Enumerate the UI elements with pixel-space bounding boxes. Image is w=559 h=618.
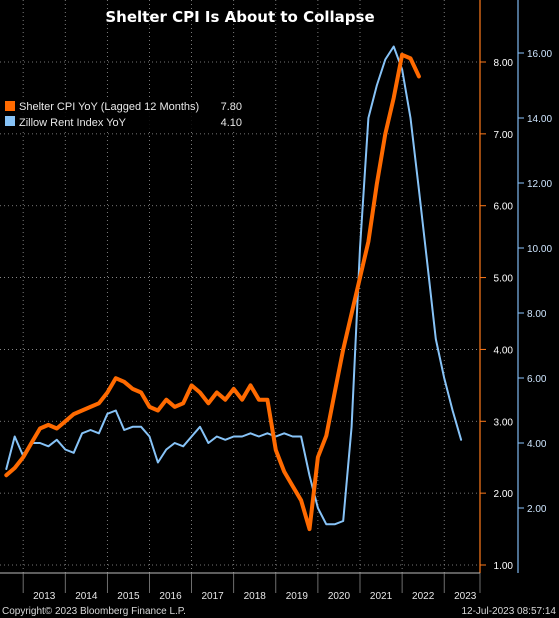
series-line-zillow-rent <box>5 45 463 526</box>
x-tick-label: 2021 <box>370 591 393 602</box>
x-tick-label: 2013 <box>33 591 56 602</box>
x-tick-label: 2014 <box>75 591 98 602</box>
x-tick-label: 2020 <box>328 591 351 602</box>
x-tick-label: 2015 <box>117 591 140 602</box>
right-tick-label: 2.00 <box>527 504 547 515</box>
right-tick-label: 14.00 <box>527 114 552 125</box>
series-line-shelter-cpi <box>4 52 421 532</box>
x-tick-label: 2016 <box>159 591 182 602</box>
gridlines <box>0 61 480 566</box>
x-tick-label: 2018 <box>244 591 267 602</box>
chart-title: Shelter CPI Is About to Collapse <box>105 8 374 26</box>
legend: Shelter CPI YoY (Lagged 12 Months) 7.80 … <box>2 98 246 130</box>
timestamp-footer: 12-Jul-2023 08:57:14 <box>461 606 556 617</box>
left-tick-label: 3.00 <box>494 417 514 428</box>
left-axis-ticks: 1.00 2.00 3.00 4.00 5.00 6.00 7.00 8.00 <box>480 58 513 572</box>
right-tick-label: 4.00 <box>527 439 547 450</box>
x-tick-label: 2022 <box>412 591 435 602</box>
x-axis-ticks: 2013 2014 2015 2016 2017 2018 2019 2020 2021 2022… <box>22 573 481 602</box>
legend-value-shelter: 7.80 <box>221 101 242 113</box>
left-tick-label: 7.00 <box>494 130 514 141</box>
legend-swatch-zillow <box>5 116 15 126</box>
right-tick-label: 16.00 <box>527 49 552 60</box>
right-tick-label: 6.00 <box>527 374 547 385</box>
legend-swatch-shelter <box>5 101 15 111</box>
left-tick-label: 2.00 <box>494 489 514 500</box>
right-axis-ticks: 2.00 4.00 6.00 8.00 10.00 12.00 14.00 16.00 <box>518 49 552 515</box>
x-tick-label: 2023 <box>454 591 477 602</box>
x-tick-label: 2017 <box>202 591 225 602</box>
legend-label-zillow: Zillow Rent Index YoY <box>19 117 127 129</box>
x-tick-label: 2019 <box>286 591 309 602</box>
left-tick-label: 6.00 <box>494 202 514 213</box>
series-lines <box>4 45 463 532</box>
left-tick-label: 5.00 <box>494 274 514 285</box>
left-tick-label: 8.00 <box>494 58 514 69</box>
right-tick-label: 8.00 <box>527 309 547 320</box>
right-tick-label: 10.00 <box>527 244 552 255</box>
right-tick-label: 12.00 <box>527 179 552 190</box>
left-tick-label: 1.00 <box>494 561 514 572</box>
legend-label-shelter: Shelter CPI YoY (Lagged 12 Months) <box>19 101 199 113</box>
left-tick-label: 4.00 <box>494 345 514 356</box>
legend-value-zillow: 4.10 <box>221 117 242 129</box>
copyright-footer: Copyright© 2023 Bloomberg Finance L.P. <box>2 606 186 617</box>
